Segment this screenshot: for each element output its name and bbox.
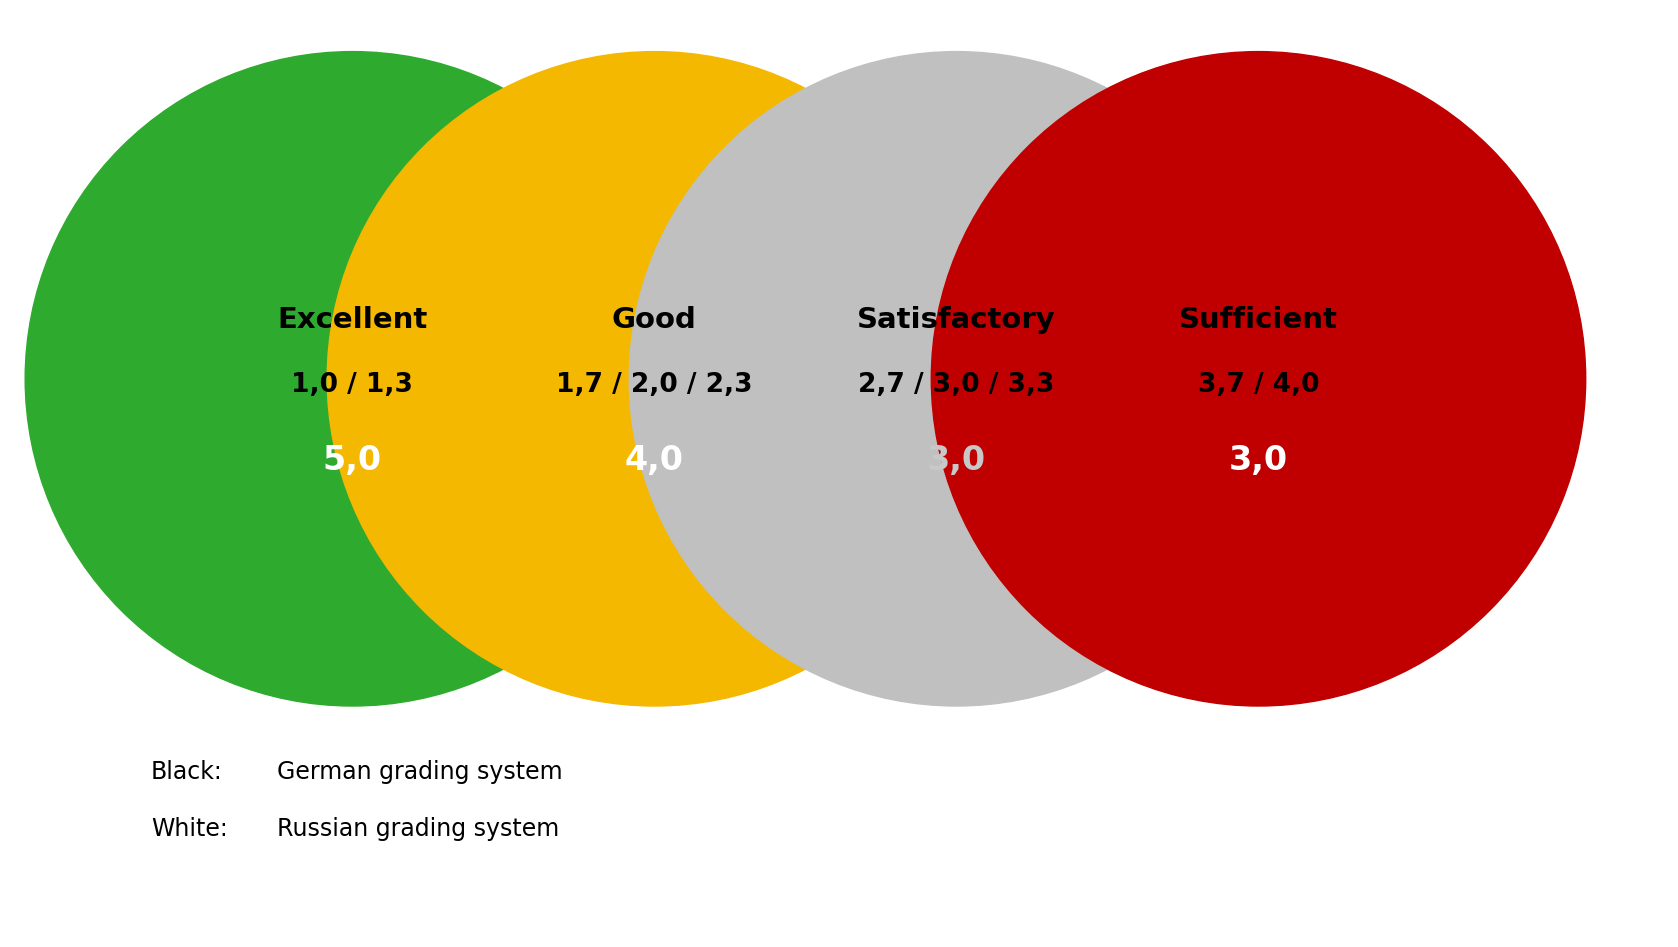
Text: 2,7 / 3,0 / 3,3: 2,7 / 3,0 / 3,3	[857, 372, 1055, 399]
Text: Good: Good	[612, 306, 696, 334]
Text: White:: White:	[151, 816, 228, 841]
Text: 3,0: 3,0	[1228, 444, 1289, 477]
Text: 4,0: 4,0	[624, 444, 685, 477]
Ellipse shape	[327, 51, 982, 706]
Text: 5,0: 5,0	[322, 444, 383, 477]
Text: Black:: Black:	[151, 759, 223, 784]
Text: Russian grading system: Russian grading system	[277, 816, 559, 841]
Ellipse shape	[25, 51, 680, 706]
Text: 1,7 / 2,0 / 2,3: 1,7 / 2,0 / 2,3	[555, 372, 753, 399]
Text: Excellent: Excellent	[277, 306, 428, 334]
Ellipse shape	[931, 51, 1586, 706]
Text: 3,7 / 4,0: 3,7 / 4,0	[1198, 372, 1319, 399]
Text: Satisfactory: Satisfactory	[857, 306, 1055, 334]
Ellipse shape	[629, 51, 1284, 706]
Text: 1,0 / 1,3: 1,0 / 1,3	[292, 372, 413, 399]
Text: 3,0: 3,0	[926, 444, 987, 477]
Text: Sufficient: Sufficient	[1180, 306, 1337, 334]
Text: German grading system: German grading system	[277, 759, 562, 784]
